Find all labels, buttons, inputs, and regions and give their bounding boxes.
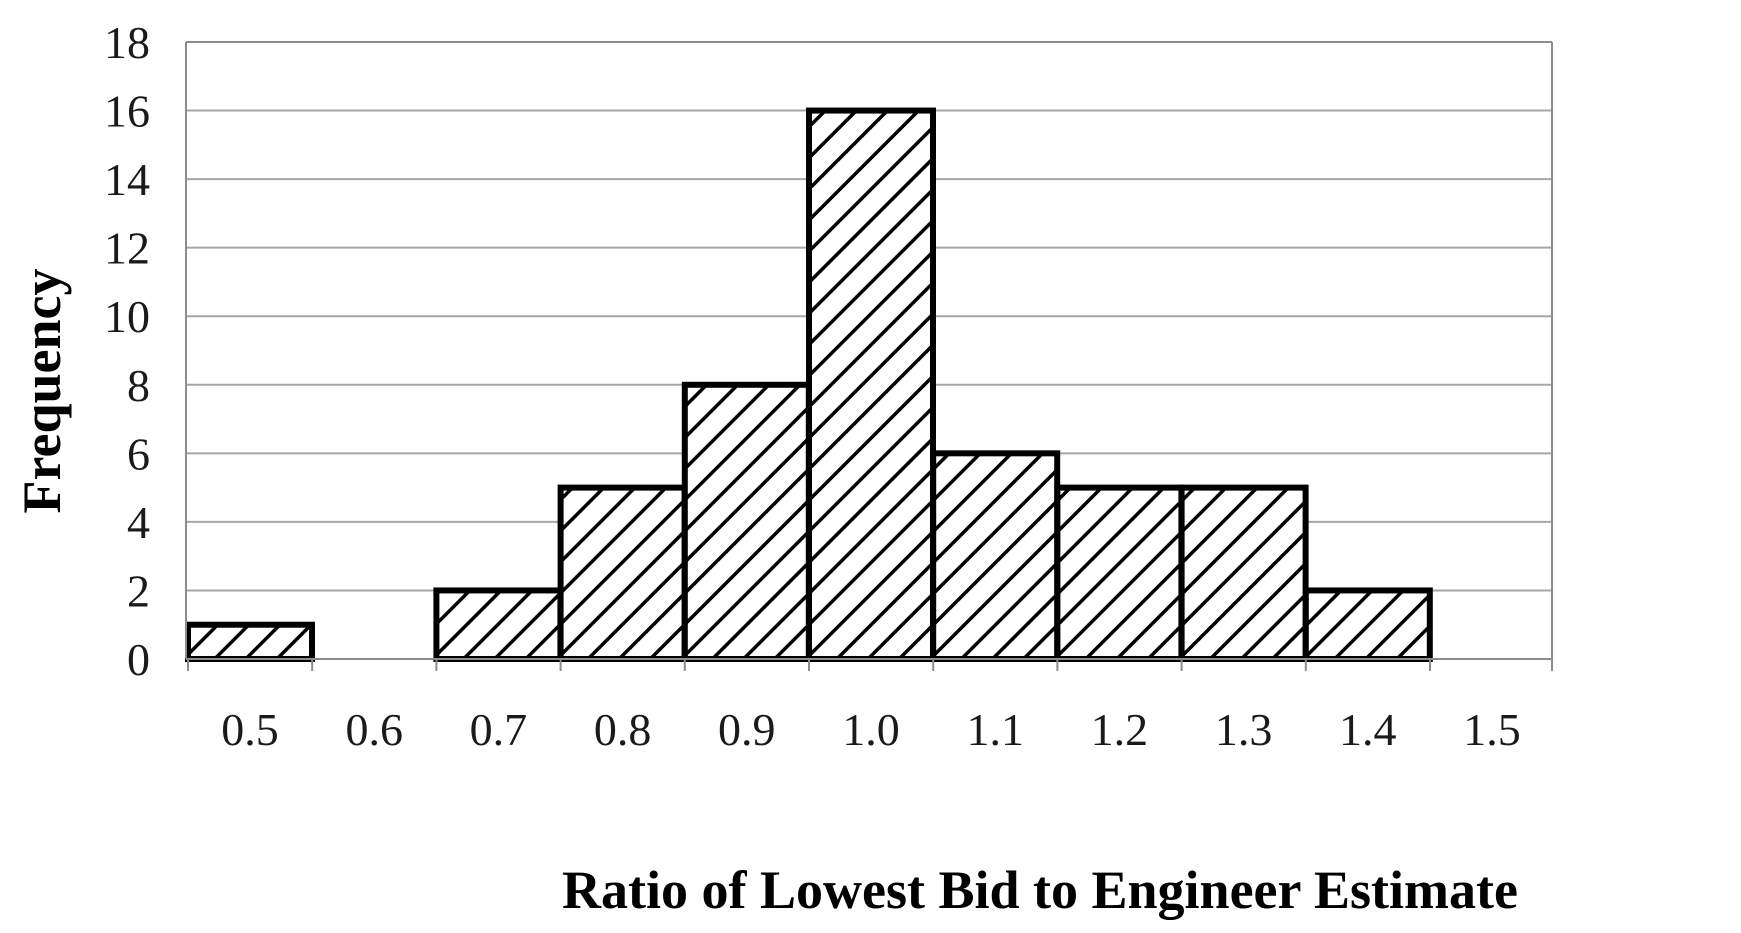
x-tick-label: 1.3 <box>1215 704 1273 755</box>
plot-frame <box>185 41 1553 671</box>
x-tick-label: 0.6 <box>345 704 403 755</box>
y-tick-label: 16 <box>104 86 150 137</box>
x-tick-label: 0.9 <box>718 704 776 755</box>
x-tick-label: 1.0 <box>842 704 900 755</box>
bar-1.4 <box>1302 587 1433 663</box>
y-tick-label: 12 <box>104 223 150 274</box>
bar-1.1 <box>930 450 1061 663</box>
x-tick-labels: 0.5 0.6 0.7 0.8 0.9 1.0 1.1 1.2 1.3 1.4 1.5 <box>221 704 1521 755</box>
bar-0.7 <box>433 587 564 663</box>
y-tick-label: 14 <box>104 154 150 205</box>
bars <box>185 107 1433 663</box>
x-tick-label: 1.2 <box>1091 704 1149 755</box>
y-tick-label: 2 <box>127 565 150 616</box>
y-tick-label: 18 <box>104 17 150 68</box>
x-tick-label: 1.1 <box>966 704 1024 755</box>
y-tick-label: 8 <box>127 360 150 411</box>
y-tick-label: 0 <box>127 634 150 685</box>
x-tick-label: 0.8 <box>594 704 652 755</box>
y-tick-labels: 0 2 4 6 8 10 12 14 16 18 <box>104 17 150 685</box>
x-tick-label: 0.7 <box>470 704 528 755</box>
bar-1.0 <box>806 107 936 663</box>
bar-1.3 <box>1178 484 1309 662</box>
x-tick-label: 1.5 <box>1463 704 1521 755</box>
x-tick-label: 0.5 <box>221 704 279 755</box>
y-tick-label: 4 <box>127 497 150 548</box>
y-axis-title: Frequency <box>12 269 72 514</box>
x-axis-title: Ratio of Lowest Bid to Engineer Estimate <box>562 860 1518 920</box>
bar-0.9 <box>681 381 812 662</box>
x-tick-label: 1.4 <box>1339 704 1397 755</box>
bar-0.8 <box>557 484 688 662</box>
y-tick-label: 6 <box>127 428 150 479</box>
y-tick-label: 10 <box>104 291 150 342</box>
bar-0.5 <box>185 621 315 663</box>
bar-1.2 <box>1054 484 1185 662</box>
